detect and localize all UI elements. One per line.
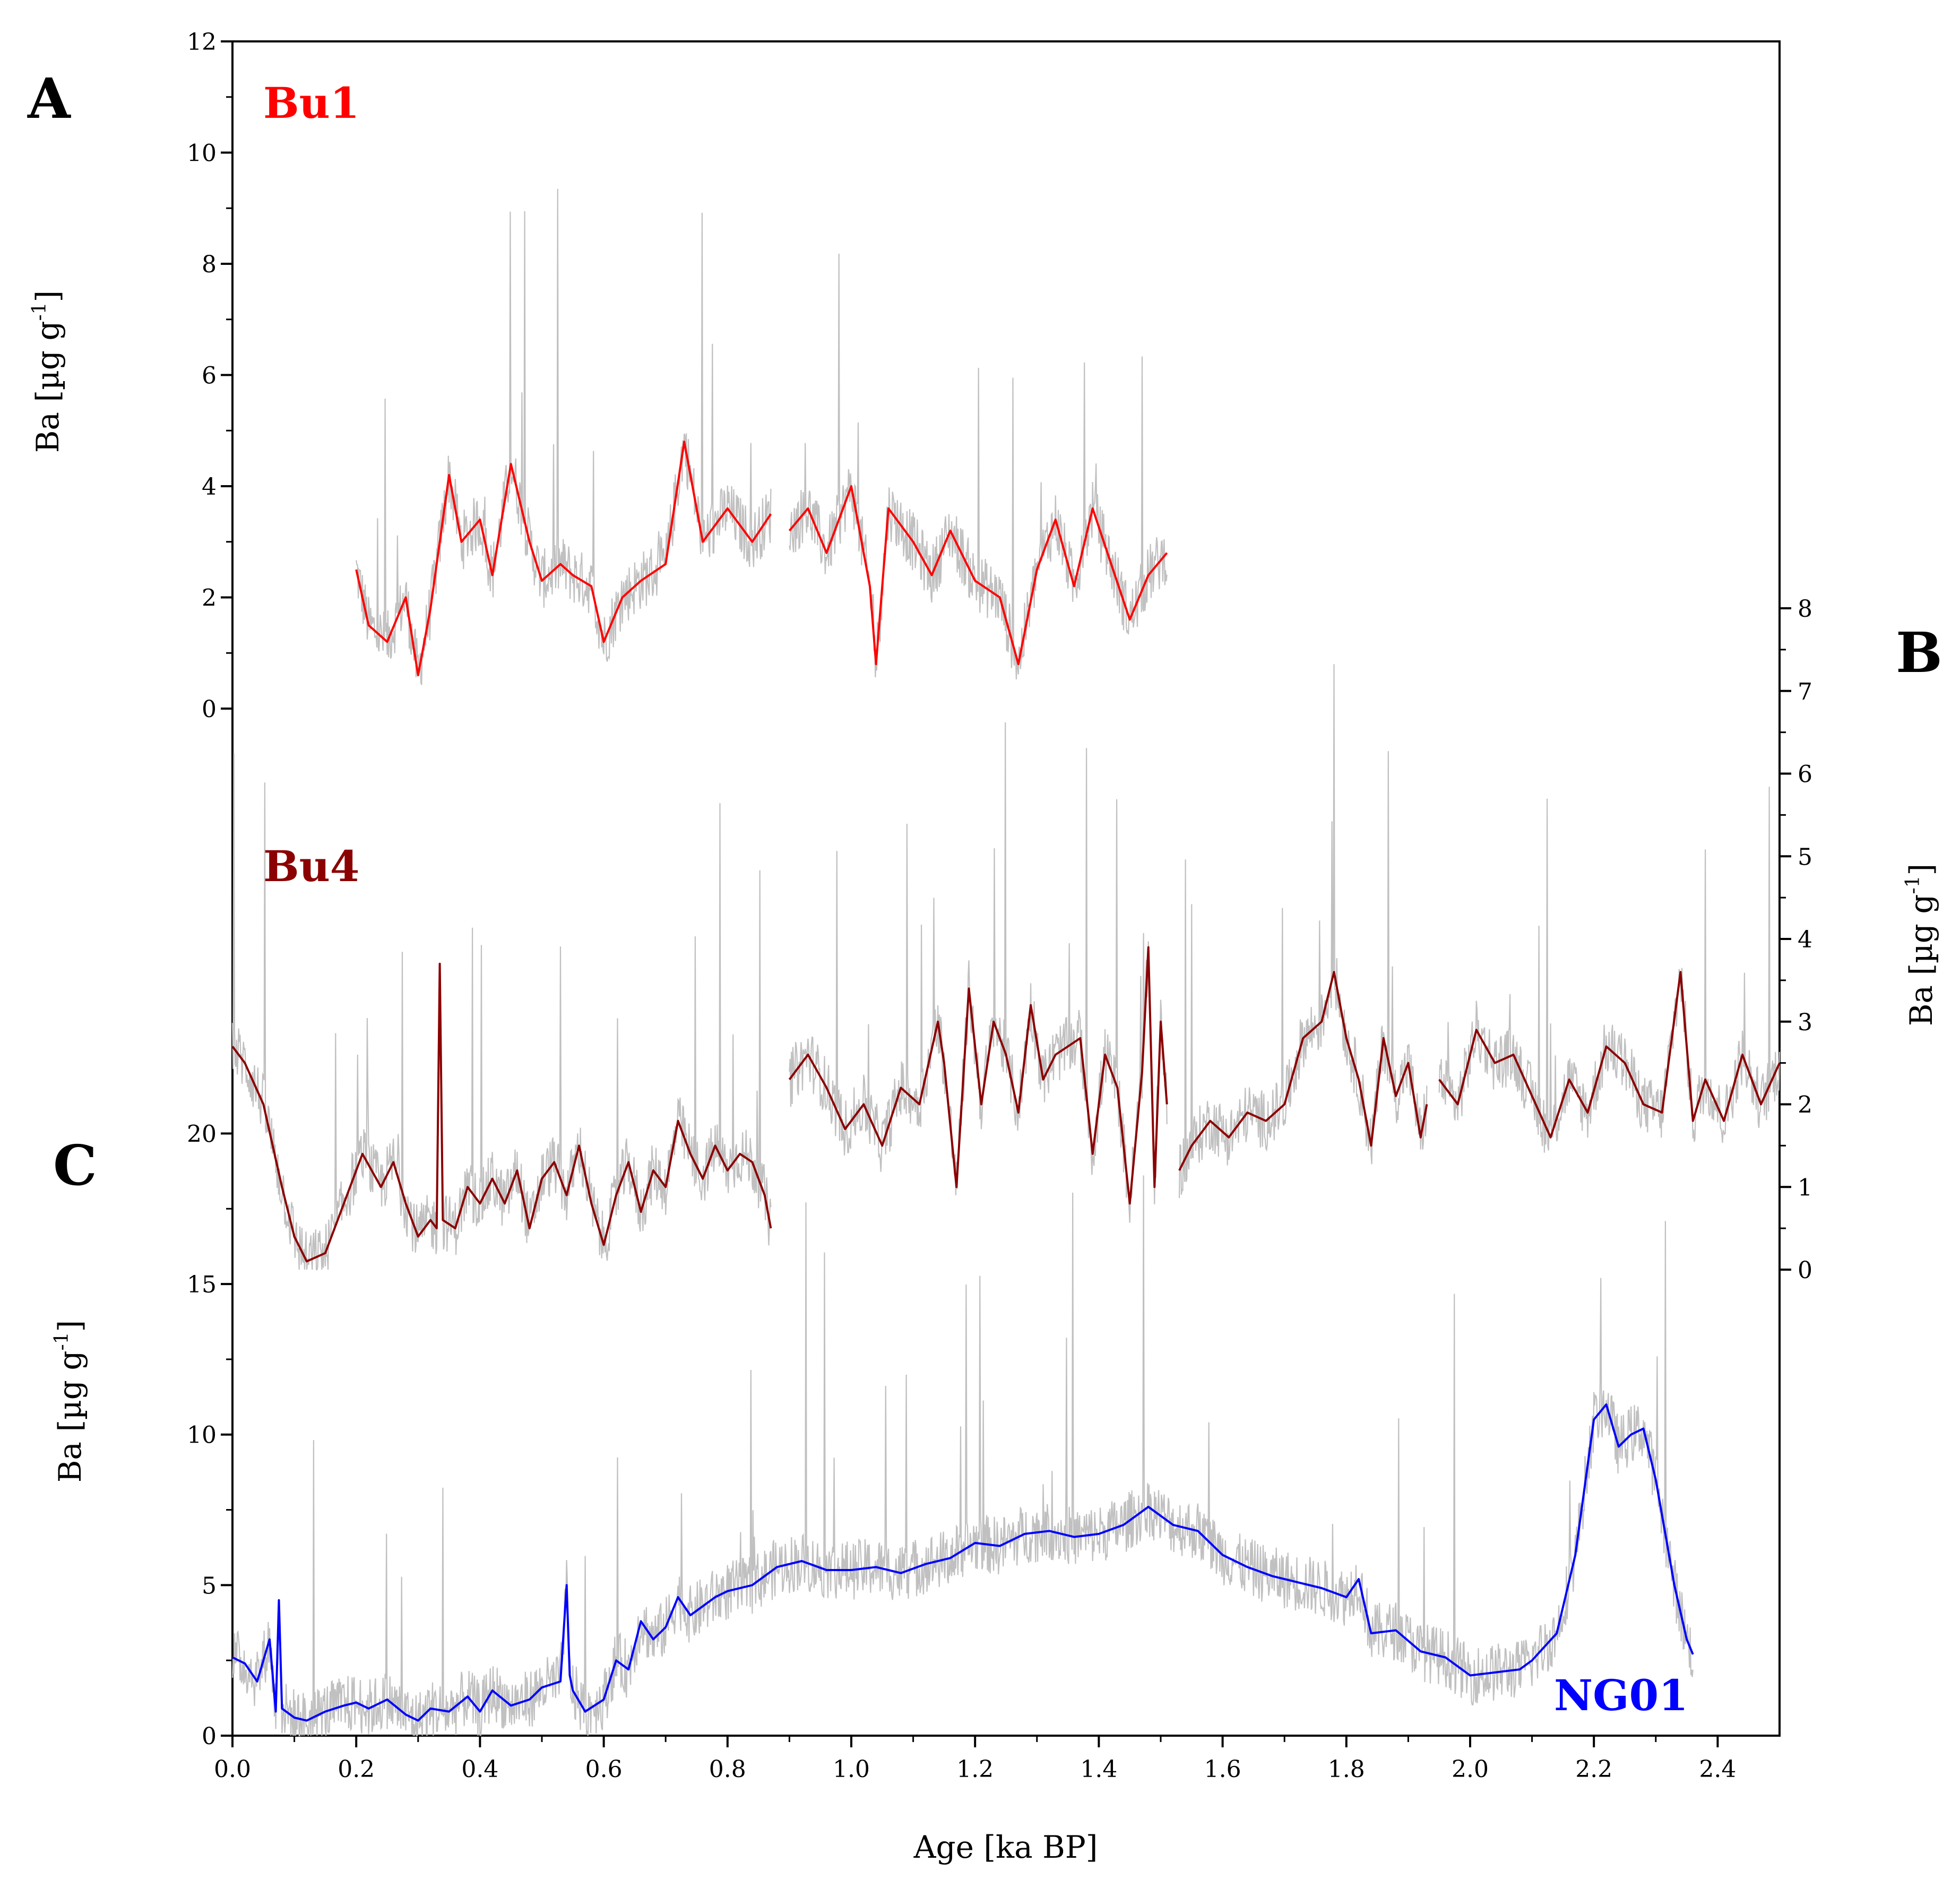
x-tick-label: 1.4 [1080,1756,1117,1783]
y-tick-label: 5 [1798,843,1812,870]
raw-trace-ng01 [231,1175,1694,1737]
y-axis-b: 0 1 2 3 4 5 6 7 8 [1780,596,1812,1284]
y-tick-label: 1 [1798,1174,1812,1201]
series-label-bu1: Bu1 [263,78,359,128]
y-tick-label: 8 [202,251,217,278]
y-axis-title-b: Ba [µg g-1] [1902,864,1939,1026]
y-tick-label: 7 [1798,678,1812,705]
raw-trace-segment [231,1175,1694,1737]
series-line-bu4 [231,946,1781,1263]
y-tick-label: 6 [1798,761,1812,788]
y-tick-label: 4 [1798,926,1812,953]
x-tick-label: 0.8 [709,1756,746,1783]
raw-trace-bu1 [356,188,1168,685]
x-tick-label: 0.0 [214,1756,251,1783]
y-tick-label: 0 [202,1723,217,1750]
x-tick-label: 0.6 [585,1756,623,1783]
y-tick-label: 8 [1798,596,1812,623]
raw-trace-segment [789,253,1168,680]
y-tick-label: 6 [202,363,217,390]
raw-trace-segment [1438,787,1781,1153]
raw-trace-segment [356,188,772,685]
y-tick-label: 2 [202,585,217,612]
x-tick-label: 2.2 [1575,1756,1612,1783]
series-line-ng01 [232,1403,1694,1722]
y-tick-label: 10 [187,140,217,167]
y-tick-label: 12 [187,29,217,56]
y-axis-title-c: Ba [µg g-1] [51,1320,88,1482]
x-axis: 0.0 0.2 0.4 0.6 0.8 1.0 1.2 1.4 1.6 1.8 2.0 2.2 2.4 [214,1736,1736,1783]
y-tick-label: 5 [202,1572,217,1599]
panel-letter-c: C [53,1133,97,1198]
y-axis-a: 0 2 4 6 8 10 12 [187,29,232,723]
panel-letter-b: B [1896,620,1942,685]
x-tick-label: 1.8 [1328,1756,1365,1783]
x-tick-label: 2.4 [1699,1756,1736,1783]
x-tick-label: 0.4 [461,1756,498,1783]
y-tick-label: 4 [202,473,217,501]
plot-frame [231,40,1781,1737]
x-tick-label: 1.2 [956,1756,994,1783]
raw-trace-segment [1178,664,1428,1199]
y-tick-label: 3 [1798,1009,1812,1036]
x-tick-label: 2.0 [1452,1756,1489,1783]
y-tick-label: 0 [202,696,217,723]
x-tick-label: 1.6 [1204,1756,1241,1783]
y-tick-label: 10 [187,1422,217,1449]
y-tick-label: 0 [1798,1257,1812,1284]
series-label-ng01: NG01 [1554,1670,1688,1720]
x-tick-label: 1.0 [833,1756,870,1783]
y-tick-label: 20 [187,1120,217,1148]
y-axis-c: 0 5 10 15 20 [187,1120,232,1750]
series-label-bu4: Bu4 [263,841,359,891]
y-axis-title-a: Ba [µg g-1] [29,290,66,453]
y-tick-label: 15 [187,1271,217,1298]
panel-letter-a: A [27,66,71,131]
series-line-bu1 [355,441,1168,677]
y-tick-label: 2 [1798,1092,1812,1119]
x-axis-title: Age [ka BP] [913,1829,1098,1865]
x-tick-label: 0.2 [338,1756,375,1783]
